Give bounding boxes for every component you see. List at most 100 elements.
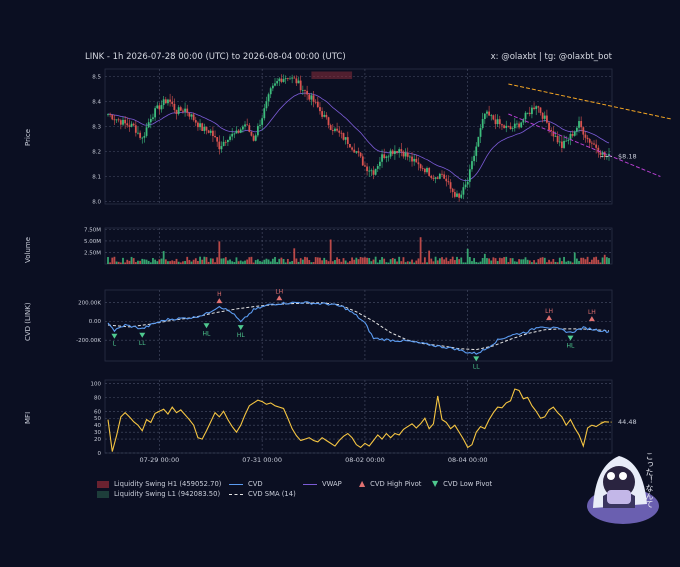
cvd-tick-label: 0.00 bbox=[89, 319, 102, 325]
candle-body bbox=[235, 130, 238, 134]
candle-body bbox=[595, 144, 598, 148]
volume-bar bbox=[169, 261, 171, 264]
legend-label-liq-low: Liquidity Swing L1 (942083.50) bbox=[114, 490, 221, 498]
volume-bar bbox=[488, 258, 491, 264]
volume-bar bbox=[282, 259, 285, 264]
candle-body bbox=[327, 117, 330, 126]
volume-bar bbox=[327, 261, 330, 264]
volume-bar bbox=[573, 252, 576, 264]
volume-bar bbox=[143, 259, 146, 264]
candle-body bbox=[539, 107, 542, 113]
volume-bar bbox=[492, 257, 495, 264]
volume-bar bbox=[182, 261, 184, 264]
volume-bar bbox=[126, 259, 129, 264]
volume-bar bbox=[304, 256, 306, 264]
candle-body bbox=[351, 147, 353, 150]
volume-bar bbox=[175, 258, 178, 264]
volume-bar bbox=[261, 261, 264, 264]
volume-bar bbox=[404, 262, 407, 264]
candle-body bbox=[122, 119, 124, 125]
candle-body bbox=[550, 129, 553, 132]
candle-body bbox=[269, 88, 272, 95]
volume-bar bbox=[141, 258, 144, 264]
candle-body bbox=[331, 130, 334, 131]
volume-bar bbox=[511, 258, 514, 264]
candle-body bbox=[475, 146, 478, 156]
candle-body bbox=[558, 141, 561, 143]
volume-bar bbox=[584, 259, 587, 264]
candle-body bbox=[552, 131, 555, 137]
volume-bar bbox=[588, 261, 591, 264]
candle-body bbox=[593, 143, 595, 145]
candle-body bbox=[473, 155, 476, 162]
candle-body bbox=[132, 123, 135, 126]
candle-body bbox=[137, 132, 139, 134]
volume-bar bbox=[284, 262, 287, 264]
volume-bar bbox=[248, 257, 251, 264]
mfi-tick-label: 80 bbox=[94, 395, 101, 401]
candle-body bbox=[278, 78, 281, 82]
volume-bar bbox=[115, 261, 118, 264]
candle-body bbox=[321, 111, 324, 117]
mfi-tick-label: 30 bbox=[94, 430, 101, 436]
candle-body bbox=[237, 130, 240, 133]
candle-body bbox=[233, 133, 236, 135]
candle-body bbox=[299, 80, 302, 91]
candle-body bbox=[567, 139, 570, 141]
candle-body bbox=[543, 115, 546, 119]
candle-body bbox=[426, 168, 428, 173]
candle-body bbox=[548, 122, 550, 130]
volume-bar bbox=[239, 260, 242, 264]
volume-bar bbox=[334, 260, 336, 264]
candle-body bbox=[267, 94, 270, 102]
candle-body bbox=[304, 90, 306, 91]
volume-bar bbox=[250, 256, 253, 264]
volume-bar bbox=[473, 258, 476, 264]
volume-bar bbox=[197, 260, 199, 264]
volume-bar bbox=[383, 258, 386, 264]
candle-body bbox=[179, 107, 182, 111]
volume-bar bbox=[434, 256, 437, 264]
volume-bar bbox=[428, 250, 431, 264]
candle-body bbox=[411, 156, 413, 162]
volume-tick-label: 2.50M bbox=[84, 250, 101, 256]
volume-bar bbox=[325, 259, 328, 264]
cvd-sma-line bbox=[107, 302, 610, 351]
candle-body bbox=[263, 108, 266, 119]
volume-bar bbox=[552, 259, 555, 264]
candle-body bbox=[319, 107, 321, 112]
cvd-low-pivot-marker bbox=[139, 332, 146, 338]
cvd-line-swatch bbox=[229, 483, 243, 485]
volume-bar bbox=[113, 256, 116, 264]
volume-bar bbox=[451, 256, 454, 264]
candle-body bbox=[295, 78, 298, 84]
volume-bar bbox=[171, 260, 174, 264]
candle-body bbox=[209, 130, 212, 133]
volume-bar bbox=[299, 258, 302, 264]
volume-bar bbox=[124, 262, 127, 264]
x-tick-label: 08-02 00:00 bbox=[345, 456, 385, 464]
last-price-label: $8.18 bbox=[618, 153, 637, 161]
volume-bar bbox=[278, 258, 281, 264]
volume-bar bbox=[520, 259, 523, 264]
volume-bar bbox=[419, 237, 422, 264]
candle-body bbox=[252, 135, 255, 141]
cvd-low-pivot-label: HL bbox=[203, 330, 212, 337]
price-tick-label: 8.1 bbox=[92, 175, 101, 181]
candle-body bbox=[451, 188, 454, 193]
cvd-low-pivot-marker bbox=[473, 356, 480, 362]
cvd-low-pivot-marker bbox=[111, 333, 118, 339]
volume-bar bbox=[366, 257, 368, 264]
candle-body bbox=[342, 133, 345, 140]
candle-body bbox=[325, 114, 328, 118]
volume-bar bbox=[134, 262, 137, 264]
volume-bar bbox=[603, 254, 606, 264]
candle-body bbox=[173, 103, 176, 111]
candle-body bbox=[503, 125, 505, 128]
volume-bar bbox=[599, 262, 602, 264]
volume-bar bbox=[259, 261, 261, 264]
volume-bar bbox=[411, 259, 413, 264]
candle-body bbox=[212, 130, 214, 136]
volume-bar bbox=[441, 257, 443, 264]
volume-bar bbox=[188, 259, 191, 264]
